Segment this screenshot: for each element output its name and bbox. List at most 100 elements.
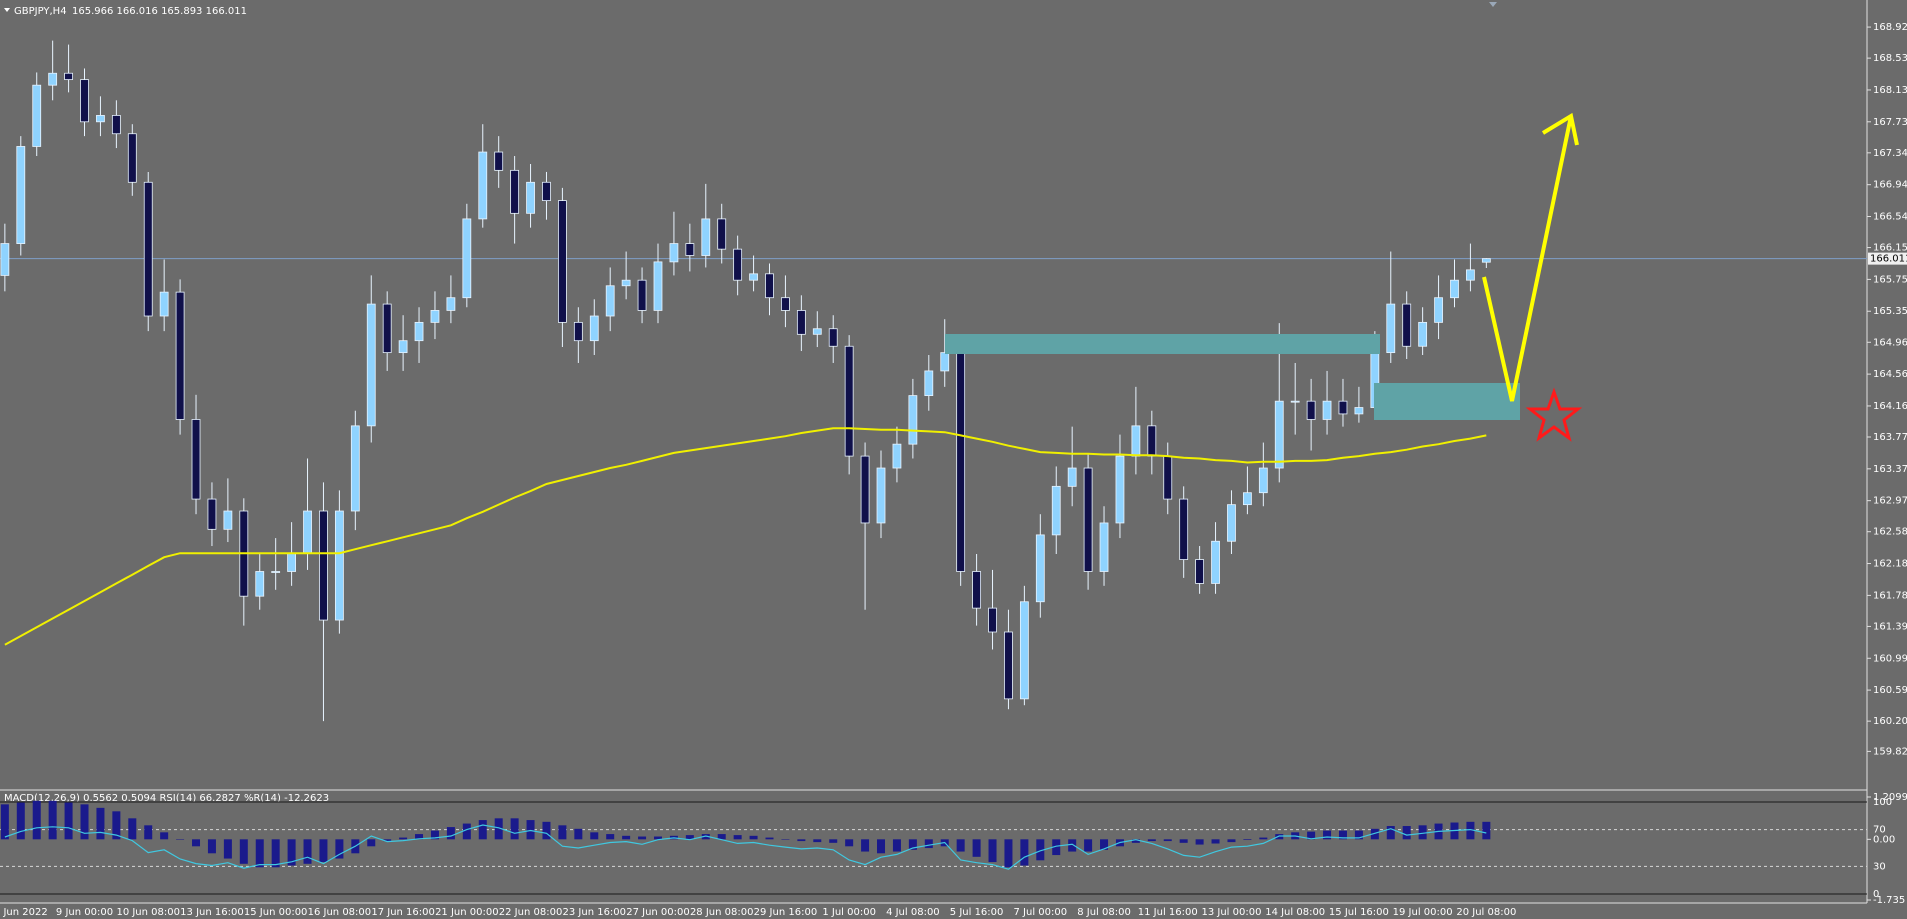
moving-average	[4, 427, 1487, 646]
candle-body	[64, 72, 73, 81]
macd-bar	[1068, 839, 1077, 852]
symbol-menu-arrow[interactable]	[4, 8, 10, 12]
candle-body	[956, 352, 966, 572]
macd-bar	[924, 839, 933, 849]
macd-bar	[48, 800, 57, 840]
candle-body	[828, 328, 838, 347]
y-tick-label: 161.390	[1873, 621, 1907, 632]
x-tick-label: 29 Jun 16:00	[754, 907, 818, 918]
candle-body	[908, 395, 918, 445]
macd-bar	[653, 836, 662, 840]
macd-bar	[367, 839, 376, 847]
rsi-tick-label: 30	[1873, 861, 1886, 872]
candle-body	[191, 419, 201, 500]
entry-star	[1525, 387, 1583, 442]
candle-body	[1099, 522, 1109, 572]
candle-body	[669, 243, 679, 263]
candle-body	[542, 181, 551, 201]
macd-bar	[1338, 830, 1347, 840]
candle-body	[111, 115, 121, 135]
x-tick-label: 5 Jul 16:00	[950, 907, 1004, 918]
candle-body	[1258, 467, 1268, 494]
macd-bar	[1259, 837, 1268, 840]
macd-bar	[1275, 834, 1284, 840]
x-tick-label: 16 Jun 08:00	[308, 907, 372, 918]
candle-body	[143, 181, 153, 317]
candle-body	[1402, 303, 1412, 347]
macd-bar	[1402, 826, 1411, 840]
macd-bar	[32, 800, 41, 840]
macd-bar	[781, 839, 790, 840]
candle-body	[414, 321, 424, 342]
macd-bar	[1195, 839, 1204, 845]
candle-body	[1243, 492, 1252, 506]
candle-body	[621, 279, 631, 287]
x-tick-label: 7 Jun 2022	[0, 907, 48, 918]
candle-body	[287, 552, 297, 572]
x-tick-label: 4 Jul 08:00	[886, 907, 940, 918]
macd-bar	[574, 828, 583, 840]
projection-arrow	[1482, 115, 1573, 402]
macd-tick-label: 1.2099	[1873, 792, 1907, 803]
x-tick-label: 22 Jun 08:00	[499, 907, 563, 918]
macd-bar	[287, 839, 296, 866]
y-tick-label: 164.960	[1873, 337, 1907, 348]
candle-body	[589, 315, 599, 342]
macd-bar	[1020, 839, 1029, 866]
shift-marker	[1489, 2, 1497, 7]
macd-bar	[1354, 830, 1363, 840]
demand-zone	[1374, 383, 1520, 420]
macd-bar	[861, 839, 870, 852]
macd-bar	[192, 839, 201, 847]
current-price-box	[1868, 252, 1907, 265]
macd-bar	[112, 811, 121, 840]
y-tick-label: 168.530	[1873, 53, 1907, 64]
candle-body	[1466, 269, 1475, 281]
macd-bar	[319, 839, 328, 863]
candle-body	[1274, 400, 1284, 469]
candle-body	[796, 310, 806, 335]
macd-bar	[1307, 831, 1316, 840]
macd-bar	[606, 834, 615, 840]
macd-bar	[701, 834, 710, 840]
macd-bar	[749, 835, 758, 840]
candle-body	[96, 115, 105, 123]
x-tick-label: 13 Jul 00:00	[1201, 907, 1261, 918]
y-tick-label: 167.730	[1873, 117, 1907, 128]
candle-body	[334, 510, 344, 621]
candle-body	[1211, 540, 1220, 584]
macd-bar	[1100, 839, 1109, 850]
x-tick-label: 14 Jul 08:00	[1265, 907, 1325, 918]
macd-tick-label: 0.00	[1873, 834, 1895, 845]
candle-body	[48, 72, 58, 86]
macd-bar	[446, 827, 455, 840]
y-tick-label: 161.780	[1873, 590, 1907, 601]
candle-body	[812, 328, 822, 335]
y-tick-label: 166.940	[1873, 180, 1907, 191]
macd-bar	[845, 839, 854, 847]
y-tick-label: 166.150	[1873, 243, 1907, 254]
macd-bar	[877, 839, 886, 854]
macd-bar	[1466, 821, 1475, 840]
x-tick-label: 23 Jun 16:00	[563, 907, 627, 918]
macd-bar	[797, 839, 806, 842]
candle-body	[350, 425, 360, 512]
x-tick-label: 13 Jun 16:00	[180, 907, 244, 918]
macd-bar	[16, 802, 25, 840]
macd-bar	[685, 835, 694, 840]
macd-bar	[1323, 830, 1332, 840]
macd-bar	[988, 839, 997, 863]
macd-bar	[1004, 839, 1013, 868]
macd-bar	[1036, 839, 1045, 861]
candle-body	[1115, 455, 1125, 524]
candle-body	[892, 443, 902, 469]
current-price-label: 166.011	[1870, 254, 1907, 265]
candle-body	[223, 510, 233, 530]
macd-tick-label: -1.735	[1873, 895, 1905, 906]
macd-bar	[0, 804, 9, 840]
candle-body	[1067, 467, 1077, 487]
candle-body	[1019, 601, 1029, 700]
macd-bar	[430, 830, 439, 840]
candle-body	[781, 297, 790, 311]
